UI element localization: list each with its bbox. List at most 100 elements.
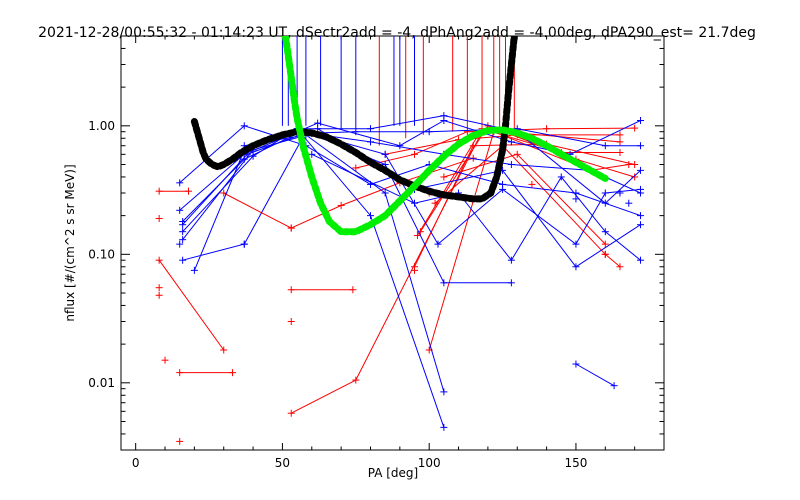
red-series-point [440, 173, 448, 181]
red-series-line [158, 259, 225, 351]
red-series-point [349, 286, 357, 294]
red-series-point [616, 138, 624, 146]
blue-series-point [572, 240, 580, 248]
red-series-line [434, 145, 621, 268]
blue-series-point [411, 199, 419, 207]
blue-point [616, 189, 624, 197]
red-series-point [616, 263, 624, 271]
red-series-point [352, 376, 360, 384]
blue-series-point [396, 142, 404, 150]
blue-series-point [440, 388, 448, 396]
red-series-point [631, 160, 639, 168]
blue-series-point [572, 263, 580, 271]
blue-series-point [434, 240, 442, 248]
blue-series-line [193, 128, 445, 428]
blue-series-point [440, 423, 448, 431]
y-tick-label: 0.10 [88, 247, 115, 261]
blue-series-point [176, 206, 184, 214]
chart-title: 2021-12-28/00:55:32 - 01:14:23 UT, dSect… [38, 25, 756, 41]
red-point [601, 250, 609, 258]
plot-frame [120, 35, 665, 451]
blue-series-point [440, 279, 448, 287]
red-series-point [229, 369, 237, 377]
blue-series-point [637, 185, 645, 193]
red-series-point [463, 128, 471, 136]
blue-series-line [179, 125, 641, 217]
blue-series-line [244, 134, 445, 393]
blue-series-point [179, 228, 187, 236]
blue-series-point [499, 185, 507, 193]
red-point [161, 356, 169, 364]
red-series-point [631, 124, 639, 132]
blue-point [176, 240, 184, 248]
blue-series-point [179, 236, 187, 244]
red-series-point [411, 150, 419, 158]
red-point [155, 291, 163, 299]
red-series-point [601, 240, 609, 248]
blue-series-point [507, 138, 515, 146]
red-point [155, 284, 163, 292]
blue-series-point [366, 212, 374, 220]
blue-series-point [637, 166, 645, 174]
x-tick-label: 0 [132, 456, 140, 470]
red-series-point [176, 369, 184, 377]
red-series-point [625, 160, 633, 168]
red-point [411, 266, 419, 274]
blue-series-point [637, 221, 645, 229]
red-series-point [287, 286, 295, 294]
blue-series-point [610, 382, 618, 390]
blue-series-point [637, 142, 645, 150]
blue-series-point [507, 256, 515, 264]
blue-series-point [557, 173, 565, 181]
red-series-point [616, 148, 624, 156]
y-tick-label: 0.01 [88, 376, 115, 390]
blue-series-line [182, 132, 641, 226]
blue-series-point [601, 228, 609, 236]
y-tick-label: 1.00 [88, 119, 115, 133]
blue-series-point [381, 150, 389, 158]
red-point [287, 318, 295, 326]
green-model-curve [281, 36, 609, 236]
blue-series-point [507, 279, 515, 287]
blue-series-point [572, 360, 580, 368]
red-series-point [287, 224, 295, 232]
red-series-point [220, 346, 228, 354]
x-tick-label: 50 [275, 456, 290, 470]
red-series-line [414, 143, 635, 268]
blue-point [572, 195, 580, 203]
red-series-point [616, 131, 624, 139]
blue-series-point [308, 150, 316, 158]
blue-point [625, 199, 633, 207]
blue-series-point [179, 221, 187, 229]
red-series-point [155, 256, 163, 264]
blue-series-point [366, 125, 374, 133]
blue-series-point [601, 142, 609, 150]
x-tick-label: 150 [564, 456, 587, 470]
blue-series-point [381, 189, 389, 197]
y-axis: 0.01 0.10 1.00 [88, 35, 664, 451]
blue-series-line [182, 131, 512, 284]
blue-series-point [637, 116, 645, 124]
blue-series-point [440, 112, 448, 120]
blue-series-point [601, 199, 609, 207]
red-series-line [428, 131, 629, 351]
black-model-curve [190, 36, 518, 203]
red-series-point [513, 150, 521, 158]
blue-series-line [575, 363, 615, 387]
blue-series-point [637, 256, 645, 264]
blue-series-line [182, 115, 641, 233]
red-series-point [352, 164, 360, 172]
red-series-point [631, 173, 639, 181]
blue-series-point [249, 152, 257, 160]
red-point [528, 180, 536, 188]
blue-series-point [240, 122, 248, 130]
red-series-line [290, 157, 474, 229]
blue-series-point [176, 179, 184, 187]
red-series-point [543, 125, 551, 133]
blue-series-point [601, 189, 609, 197]
red-series-point [431, 199, 439, 207]
blue-series-point [507, 160, 515, 168]
blue-series-point [190, 266, 198, 274]
x-axis-label: PA [deg] [368, 466, 418, 480]
y-axis-label: nflux [#/(cm^2 s sr MeV)] [63, 164, 77, 321]
